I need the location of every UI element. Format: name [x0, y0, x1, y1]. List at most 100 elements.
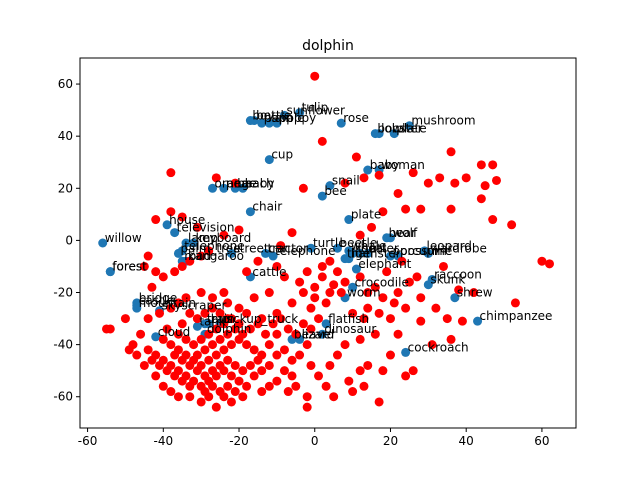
point-label: rose	[343, 111, 369, 125]
data-point	[302, 267, 312, 277]
data-point	[230, 387, 240, 397]
data-point	[162, 220, 172, 230]
data-point	[401, 303, 411, 313]
data-point	[208, 340, 218, 350]
data-point	[393, 188, 403, 198]
data-point	[276, 241, 286, 251]
data-point	[253, 355, 263, 365]
data-point	[457, 316, 467, 326]
point-label: bee	[324, 184, 346, 198]
data-point	[261, 248, 271, 258]
point-label: bridge	[139, 291, 178, 305]
data-point	[283, 387, 293, 397]
data-point	[166, 207, 176, 217]
point-label: train	[207, 312, 235, 326]
data-point	[450, 178, 460, 188]
point-label: boy	[252, 109, 274, 123]
data-point	[367, 222, 377, 232]
point-label: flatfish	[328, 312, 369, 326]
point-label: beach	[237, 176, 274, 190]
data-point	[363, 303, 373, 313]
y-tick-label: 60	[58, 77, 73, 91]
data-point	[408, 168, 418, 178]
y-tick-label: -60	[53, 390, 73, 404]
data-point	[249, 293, 259, 303]
point-label: telephone	[275, 244, 335, 258]
data-point	[317, 136, 327, 146]
data-point	[469, 288, 479, 298]
data-point	[253, 256, 263, 266]
data-point	[264, 340, 274, 350]
data-point	[177, 212, 187, 222]
data-point	[215, 334, 225, 344]
data-point	[314, 314, 324, 324]
data-point	[355, 272, 365, 282]
data-point	[446, 334, 456, 344]
data-point	[332, 243, 342, 253]
data-point	[389, 298, 399, 308]
point-label: baby	[245, 176, 275, 190]
data-point	[310, 282, 320, 292]
data-point	[249, 116, 259, 126]
data-point	[374, 170, 384, 180]
data-point	[230, 178, 240, 188]
data-point	[325, 288, 335, 298]
point-label: mushroom	[411, 114, 475, 128]
data-point	[181, 293, 191, 303]
data-point	[166, 168, 176, 178]
point-label: bus	[211, 312, 232, 326]
data-point	[226, 371, 236, 381]
data-point	[132, 303, 142, 313]
data-point	[170, 228, 180, 238]
point-label: dinosaur	[324, 322, 376, 336]
data-point	[412, 272, 422, 282]
data-point	[215, 308, 225, 318]
point-label: otter	[370, 241, 399, 255]
point-label: chimpanzee	[480, 309, 553, 323]
data-point	[158, 381, 168, 391]
y-tick-label: -40	[53, 338, 73, 352]
data-point	[219, 288, 229, 298]
data-point	[166, 387, 176, 397]
point-label: plate	[351, 208, 381, 222]
point-label: woman	[381, 158, 425, 172]
data-point	[279, 110, 289, 120]
data-point	[272, 376, 282, 386]
data-point	[431, 303, 441, 313]
x-tick-label: 40	[459, 434, 474, 448]
data-point	[385, 350, 395, 360]
plot-points	[98, 71, 554, 412]
data-point	[196, 397, 206, 407]
data-point	[162, 324, 172, 334]
data-point	[382, 267, 392, 277]
point-label: mountain	[139, 296, 196, 310]
point-label: lizard	[302, 327, 335, 341]
data-point	[291, 381, 301, 391]
point-label: cattle	[252, 265, 286, 279]
data-point	[306, 243, 316, 253]
data-point	[374, 397, 384, 407]
data-point	[173, 392, 183, 402]
data-point	[298, 183, 308, 193]
data-point	[208, 293, 218, 303]
data-point	[211, 402, 221, 412]
y-tick-label: 40	[58, 129, 73, 143]
data-point	[158, 334, 168, 344]
data-point	[423, 178, 433, 188]
data-point	[329, 280, 339, 290]
data-point	[302, 402, 312, 412]
data-point	[200, 371, 210, 381]
point-label: keyboard	[196, 231, 252, 245]
data-point	[162, 366, 172, 376]
data-point	[480, 181, 490, 191]
data-point	[332, 350, 342, 360]
data-point	[264, 381, 274, 391]
data-point	[378, 366, 388, 376]
point-label: lion	[355, 241, 377, 255]
data-point	[166, 303, 176, 313]
data-point	[287, 228, 297, 238]
data-point	[105, 267, 115, 277]
point-label: road	[184, 249, 211, 263]
point-label: wardrobe	[430, 241, 487, 255]
point-label: worm	[347, 286, 381, 300]
